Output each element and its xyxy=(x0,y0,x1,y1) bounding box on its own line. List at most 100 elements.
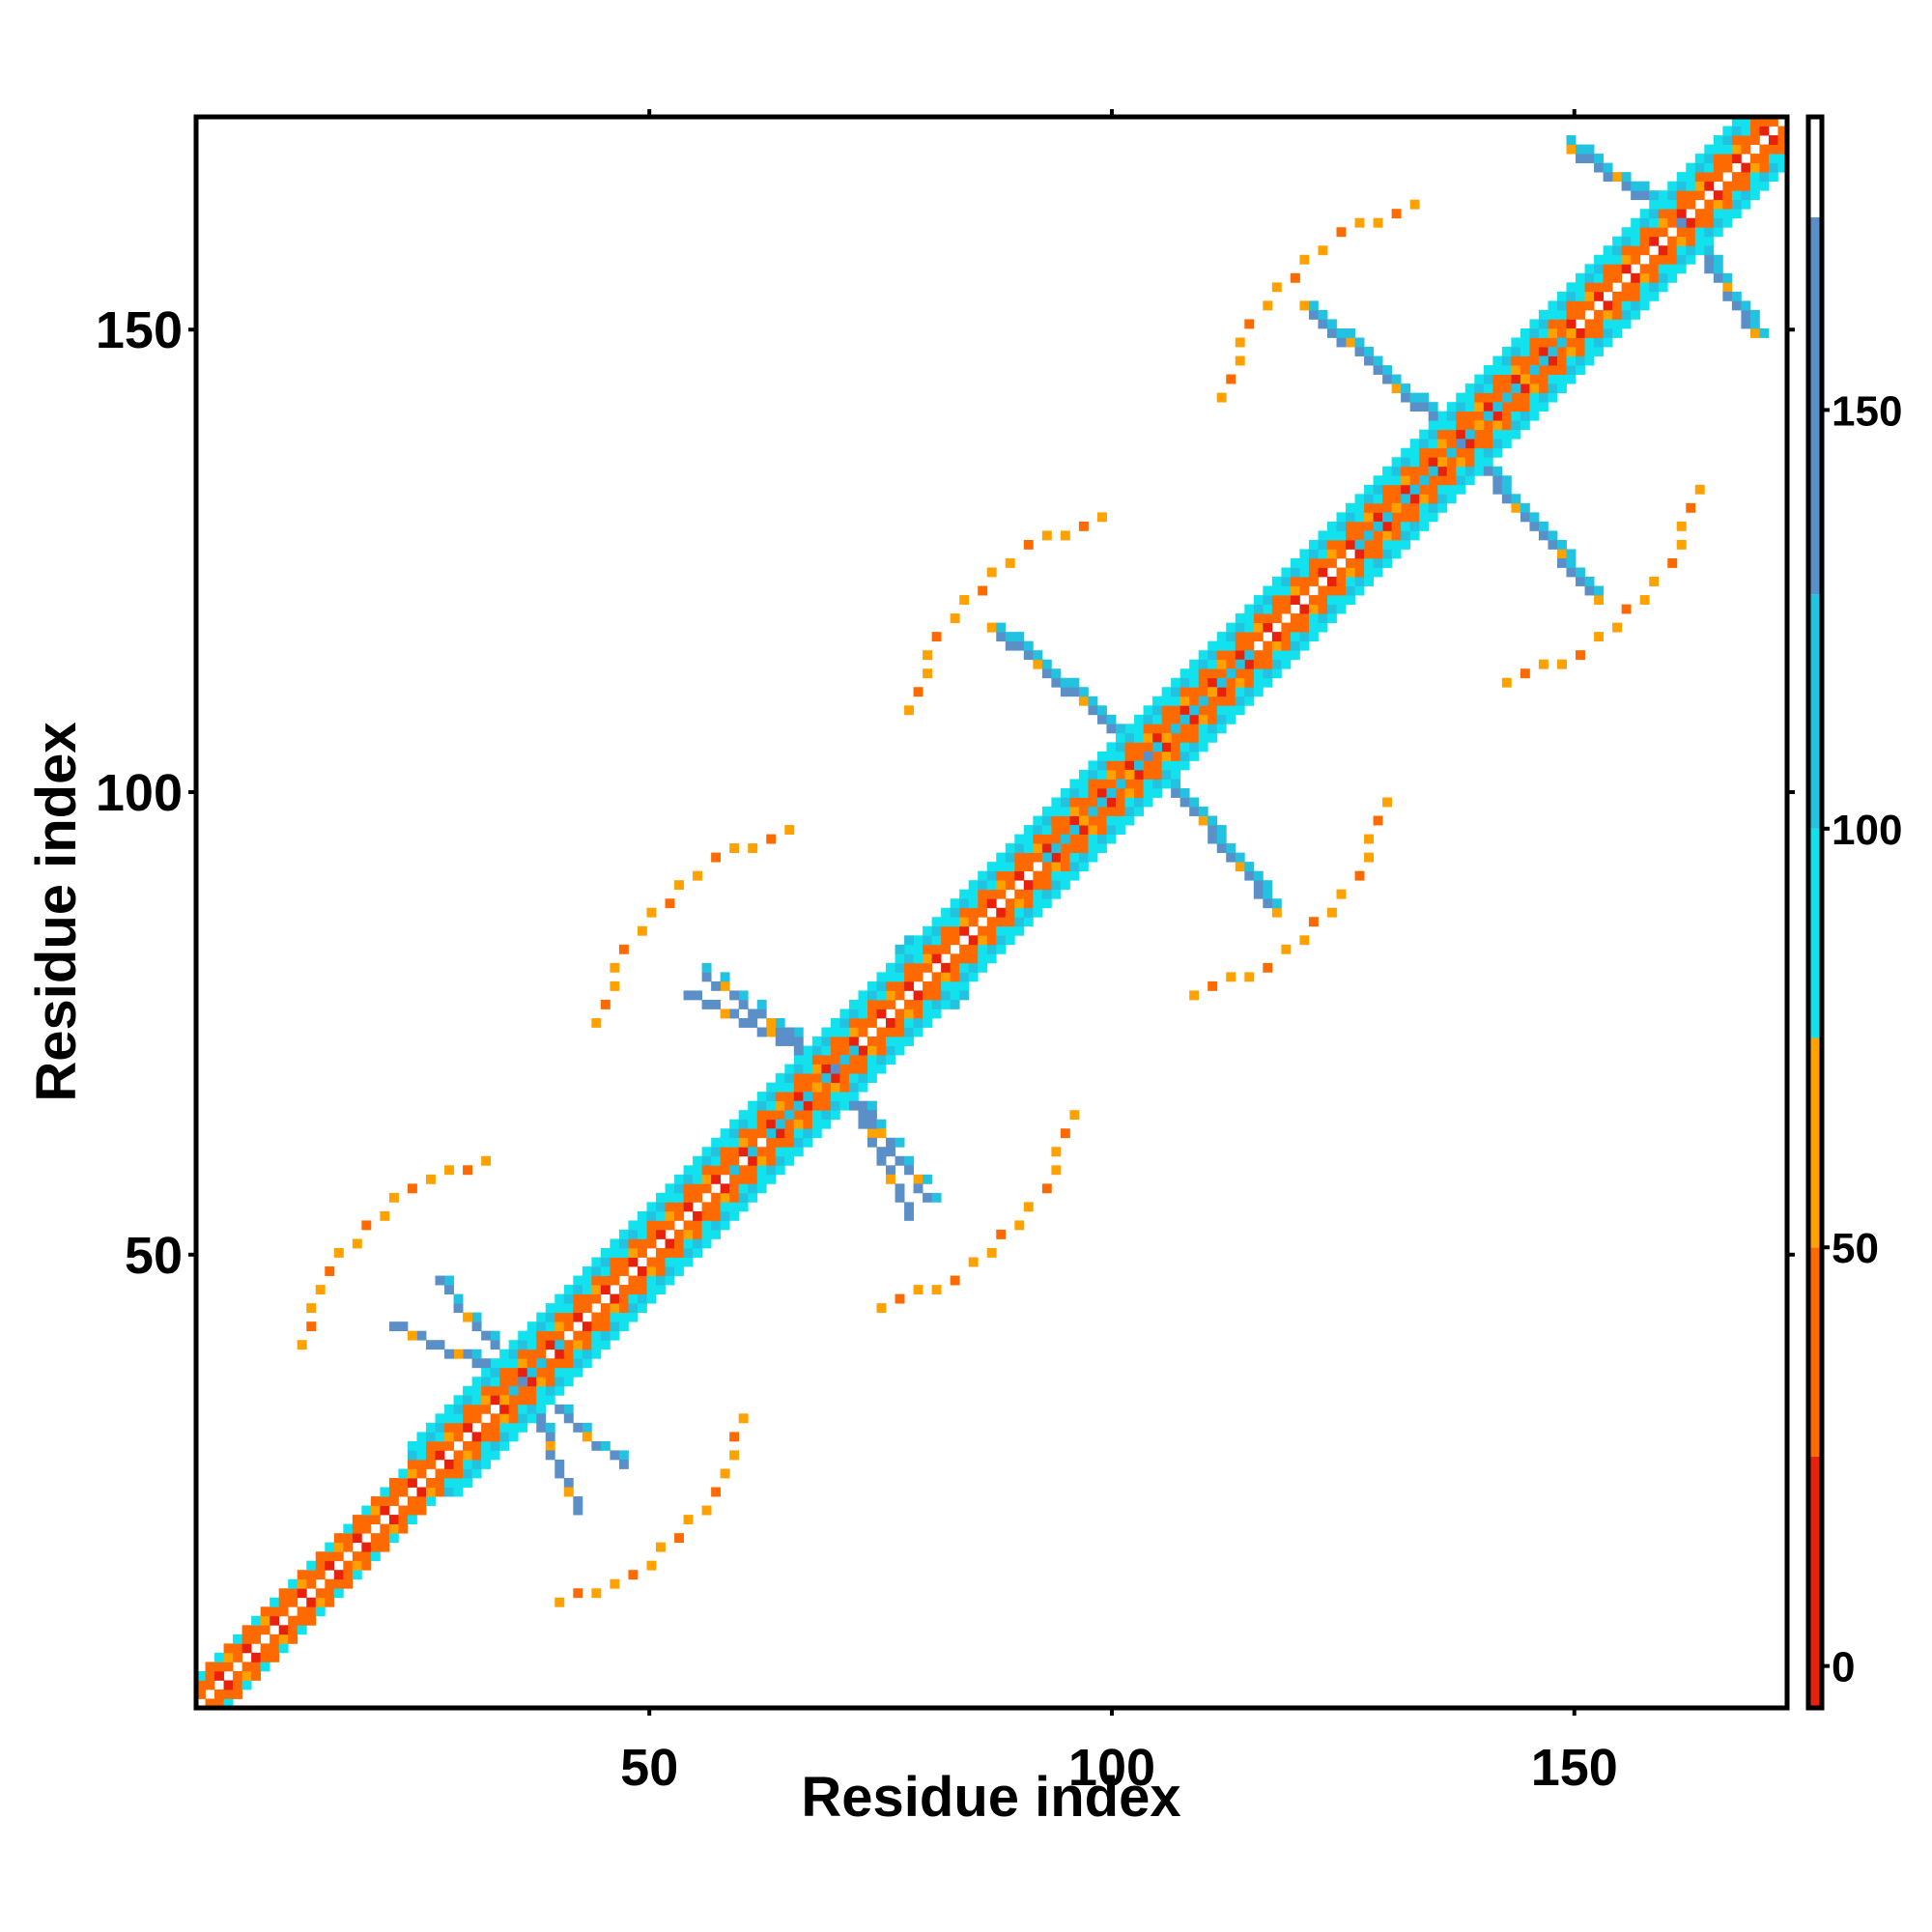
heatmap-cell xyxy=(1603,319,1613,329)
heatmap-cell xyxy=(270,1652,280,1662)
heatmap-cell xyxy=(1078,843,1089,854)
heatmap-cell xyxy=(1639,190,1650,201)
heatmap-cell xyxy=(1511,384,1521,394)
heatmap-cell xyxy=(839,1037,850,1046)
heatmap-cell xyxy=(1244,677,1255,688)
heatmap-cell xyxy=(1603,254,1613,265)
heatmap-cell xyxy=(665,1238,675,1249)
heatmap-cell xyxy=(1078,687,1089,697)
heatmap-cell xyxy=(923,999,933,1009)
heatmap-cell xyxy=(563,1358,574,1369)
heatmap-cell xyxy=(1226,843,1236,854)
heatmap-cell xyxy=(1639,282,1650,293)
heatmap-cell xyxy=(1658,209,1668,219)
heatmap-cell xyxy=(1069,843,1080,854)
heatmap-cell xyxy=(591,1588,602,1599)
heatmap-cell xyxy=(563,1477,574,1488)
heatmap-cell xyxy=(701,1165,712,1176)
heatmap-cell xyxy=(1346,577,1355,586)
heatmap-cell xyxy=(1263,650,1273,661)
heatmap-cell xyxy=(416,1440,427,1451)
heatmap-cell xyxy=(1161,732,1172,743)
heatmap-cell xyxy=(876,990,887,1001)
heatmap-cell xyxy=(1382,374,1393,384)
heatmap-cell xyxy=(839,1045,850,1056)
heatmap-cell xyxy=(1271,907,1282,918)
heatmap-cell xyxy=(1594,264,1604,274)
heatmap-cell xyxy=(931,925,942,936)
heatmap-cell xyxy=(1639,217,1650,228)
heatmap-cell xyxy=(1759,327,1770,338)
heatmap-cell xyxy=(1364,347,1374,356)
heatmap-cell xyxy=(1658,245,1668,256)
heatmap-cell xyxy=(591,1266,602,1276)
heatmap-cell xyxy=(1501,677,1512,688)
heatmap-cell xyxy=(711,1147,722,1157)
heatmap-cell xyxy=(1263,668,1273,679)
heatmap-cell xyxy=(1731,126,1742,136)
heatmap-cell xyxy=(618,1450,629,1461)
heatmap-cell xyxy=(1529,347,1540,356)
heatmap-cell xyxy=(876,999,887,1009)
heatmap-cell xyxy=(610,1450,620,1461)
heatmap-cell xyxy=(1134,714,1144,724)
heatmap-cell xyxy=(1649,264,1660,274)
heatmap-cell xyxy=(1326,539,1337,550)
heatmap-cell xyxy=(1731,291,1742,301)
heatmap-cell xyxy=(1548,530,1558,541)
heatmap-cell xyxy=(895,1009,905,1019)
heatmap-cell xyxy=(923,1174,933,1184)
heatmap-cell xyxy=(1529,355,1540,366)
heatmap-cell xyxy=(518,1349,528,1359)
heatmap-cell xyxy=(618,1247,629,1258)
heatmap-cell xyxy=(1694,217,1705,228)
heatmap-cell xyxy=(490,1440,500,1451)
heatmap-cell xyxy=(1354,539,1365,550)
heatmap-cell xyxy=(858,999,868,1009)
heatmap-cell xyxy=(1409,475,1420,486)
heatmap-cell xyxy=(1005,843,1015,854)
heatmap-cell xyxy=(600,1257,611,1267)
heatmap-cell xyxy=(1033,659,1043,669)
heatmap-cell xyxy=(1511,374,1521,384)
heatmap-cell xyxy=(683,1192,694,1203)
heatmap-cell xyxy=(463,1312,473,1322)
heatmap-cell xyxy=(1538,347,1548,356)
heatmap-cell xyxy=(1594,162,1604,173)
heatmap-cell xyxy=(839,1092,850,1102)
heatmap-cell xyxy=(1529,392,1540,403)
heatmap-cell xyxy=(720,1220,730,1231)
heatmap-cell xyxy=(904,953,914,964)
heatmap-cell xyxy=(1492,411,1503,421)
heatmap-cell xyxy=(251,1662,262,1672)
heatmap-cell xyxy=(886,999,895,1009)
heatmap-cell xyxy=(986,889,997,899)
heatmap-cell xyxy=(1649,236,1660,246)
heatmap-cell xyxy=(1428,494,1438,504)
heatmap-cell xyxy=(1143,714,1153,724)
heatmap-cell xyxy=(545,1440,555,1451)
heatmap-cell xyxy=(1529,402,1540,412)
heatmap-cell xyxy=(996,880,1007,891)
heatmap-cell xyxy=(986,1247,997,1258)
heatmap-cell xyxy=(1777,162,1788,173)
heatmap-cell xyxy=(1088,696,1098,706)
heatmap-cell xyxy=(803,1045,813,1056)
heatmap-cell xyxy=(518,1358,528,1369)
heatmap-cell xyxy=(1124,779,1135,789)
heatmap-cell xyxy=(1483,365,1493,375)
heatmap-cell xyxy=(1096,834,1107,844)
heatmap-cell xyxy=(1171,742,1181,753)
heatmap-cell xyxy=(1041,530,1052,541)
heatmap-cell xyxy=(711,852,722,863)
heatmap-cell xyxy=(1556,319,1567,329)
heatmap-cell xyxy=(1299,935,1310,946)
heatmap-cell xyxy=(830,1055,840,1065)
heatmap-cell xyxy=(1694,484,1705,495)
heatmap-cell xyxy=(1520,392,1530,403)
heatmap-cell xyxy=(968,889,979,899)
heatmap-cell xyxy=(1548,392,1558,403)
heatmap-cell xyxy=(1511,392,1521,403)
heatmap-cell xyxy=(803,1110,813,1121)
heatmap-cell xyxy=(931,953,942,964)
